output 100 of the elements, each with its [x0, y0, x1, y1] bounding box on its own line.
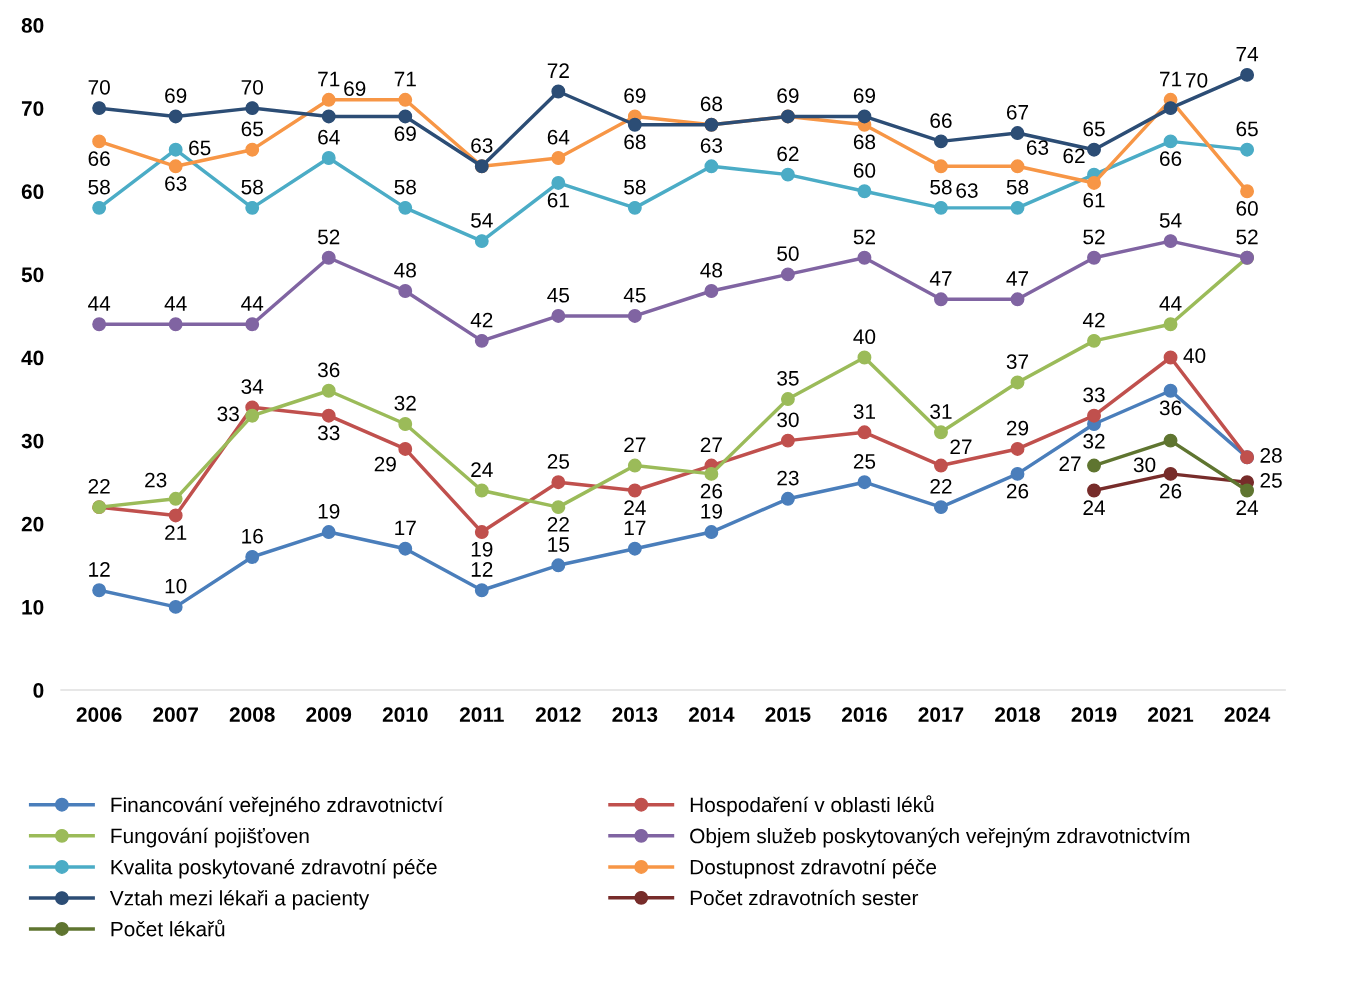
data-label: 69 — [777, 88, 799, 104]
data-label: 67 — [1006, 104, 1029, 120]
data-label: 26 — [700, 483, 723, 499]
legend-label: Počet lékařů — [111, 919, 225, 937]
x-tick-label: 2008 — [229, 707, 275, 722]
data-label: 63 — [471, 138, 493, 153]
data-label: 65 — [1236, 121, 1258, 137]
data-label: 54 — [1159, 213, 1182, 228]
data-label: 25 — [1260, 473, 1282, 488]
data-label: 47 — [929, 271, 952, 286]
data-label: 70 — [1186, 72, 1208, 88]
y-tick-label: 60 — [21, 184, 44, 199]
data-label: 69 — [624, 88, 646, 104]
data-label: 74 — [1236, 46, 1259, 62]
legend-label: Kvalita poskytované zdravotní péče — [111, 858, 437, 879]
y-tick-label: 10 — [22, 599, 44, 615]
data-label: 63 — [165, 176, 187, 191]
data-label: 30 — [777, 412, 799, 428]
data-label: 60 — [1236, 201, 1258, 216]
data-label: 25 — [547, 454, 570, 469]
data-label: 63 — [700, 138, 723, 153]
data-label: 40 — [853, 329, 876, 345]
x-tick-label: 2012 — [535, 707, 581, 722]
y-tick-label: 0 — [33, 683, 44, 698]
data-label: 33 — [217, 406, 239, 422]
data-label: 26 — [1160, 483, 1182, 499]
x-tick-label: 2015 — [765, 707, 811, 722]
data-label: 32 — [1083, 433, 1105, 449]
data-label: 44 — [241, 296, 264, 311]
data-label: 24 — [1236, 500, 1259, 515]
data-label: 29 — [374, 456, 396, 472]
x-tick-label: 2011 — [459, 707, 504, 722]
data-label: 17 — [624, 520, 646, 536]
data-label: 33 — [1083, 387, 1105, 403]
data-label: 52 — [853, 229, 875, 245]
data-label: 64 — [547, 129, 570, 145]
data-label: 52 — [1236, 229, 1258, 245]
data-label: 12 — [471, 562, 493, 577]
legend-label: Dostupnost zdravotní péče — [690, 858, 937, 879]
data-label: 24 — [1083, 500, 1106, 515]
data-label: 26 — [1006, 483, 1029, 499]
data-label: 19 — [471, 541, 493, 557]
data-label: 62 — [777, 146, 799, 162]
data-label: 52 — [1083, 229, 1105, 245]
legend-label: Počet zdravotních sester — [690, 889, 919, 906]
data-label: 27 — [624, 437, 646, 452]
data-label: 58 — [241, 179, 263, 195]
data-label: 71 — [1160, 71, 1182, 87]
x-tick-label: 2007 — [153, 707, 198, 722]
data-label: 71 — [318, 71, 340, 87]
data-label: 54 — [471, 213, 493, 228]
data-label: 63 — [956, 183, 978, 198]
x-tick-label: 2010 — [382, 707, 428, 722]
data-label: 10 — [165, 578, 187, 594]
y-tick-label: 40 — [21, 350, 44, 366]
data-label: 69 — [344, 81, 366, 97]
x-tick-label: 2009 — [306, 707, 352, 722]
data-label: 44 — [1159, 296, 1182, 311]
data-label: 69 — [165, 88, 187, 104]
data-label: 30 — [1133, 457, 1156, 473]
data-label: 19 — [318, 503, 340, 519]
data-label: 66 — [930, 113, 952, 128]
x-tick-label: 2019 — [1071, 707, 1117, 722]
data-label: 61 — [547, 192, 569, 208]
data-label: 60 — [853, 163, 876, 178]
data-label: 12 — [89, 562, 110, 577]
data-label: 34 — [241, 379, 264, 394]
data-label: 58 — [930, 179, 952, 195]
data-label: 72 — [547, 63, 569, 78]
data-label: 50 — [777, 246, 799, 261]
y-tick-label: 20 — [21, 516, 44, 532]
data-label: 58 — [624, 179, 646, 195]
data-label: 23 — [777, 470, 799, 486]
data-label: 68 — [853, 134, 876, 150]
data-label: 71 — [394, 71, 416, 87]
data-label: 65 — [1083, 121, 1105, 137]
data-label: 69 — [853, 88, 876, 104]
data-label: 24 — [624, 500, 646, 515]
data-label: 66 — [1160, 151, 1182, 166]
x-tick-label: 2017 — [918, 707, 964, 722]
data-label: 42 — [470, 312, 493, 328]
data-label: 58 — [1006, 179, 1029, 195]
data-label: 68 — [624, 134, 646, 150]
data-label: 66 — [88, 151, 110, 166]
x-tick-label: 2006 — [76, 707, 122, 722]
data-label: 42 — [1082, 312, 1105, 328]
y-tick-label: 70 — [21, 101, 44, 116]
data-label: 27 — [1059, 456, 1081, 471]
data-label: 19 — [701, 503, 722, 519]
data-label: 65 — [241, 121, 263, 137]
data-label: 45 — [623, 287, 646, 303]
data-label: 63 — [1026, 140, 1049, 155]
data-label: 48 — [700, 262, 723, 278]
data-label: 65 — [189, 140, 211, 156]
data-label: 24 — [471, 462, 493, 477]
data-label: 25 — [853, 454, 876, 469]
y-tick-label: 80 — [21, 18, 44, 33]
legend-label: Hospodaření v oblasti léků — [690, 795, 934, 817]
data-label: 44 — [88, 296, 111, 311]
data-label: 69 — [394, 126, 416, 142]
